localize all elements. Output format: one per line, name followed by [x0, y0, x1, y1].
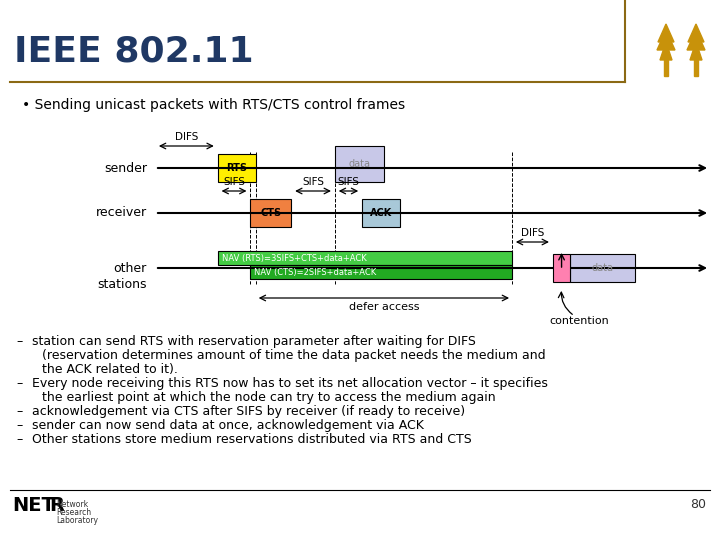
Bar: [664, 58, 668, 76]
Text: Every node receiving this RTS now has to set its net allocation vector – it spec: Every node receiving this RTS now has to…: [32, 377, 548, 390]
Text: NET: NET: [12, 496, 55, 515]
Text: –: –: [16, 377, 22, 390]
Text: 80: 80: [690, 498, 706, 511]
Text: sender can now send data at once, acknowledgement via ACK: sender can now send data at once, acknow…: [32, 419, 424, 432]
Bar: [553, 254, 570, 282]
Bar: [694, 58, 698, 76]
Text: –: –: [16, 405, 22, 418]
Text: NAV (RTS)=3SIFS+CTS+data+ACK: NAV (RTS)=3SIFS+CTS+data+ACK: [222, 253, 366, 262]
Text: Laboratory: Laboratory: [56, 516, 98, 525]
Bar: [362, 199, 400, 227]
Text: Network: Network: [56, 500, 88, 509]
Text: R: R: [49, 496, 64, 515]
Polygon shape: [688, 24, 704, 42]
Text: data: data: [348, 159, 370, 169]
Text: CTS: CTS: [260, 208, 282, 218]
Text: NAV (CTS)=2SIFS+data+ACK: NAV (CTS)=2SIFS+data+ACK: [254, 267, 377, 276]
Text: the earliest point at which the node can try to access the medium again: the earliest point at which the node can…: [42, 391, 495, 404]
Text: other
stations: other stations: [97, 261, 147, 291]
Text: contention: contention: [549, 316, 609, 326]
Bar: [335, 146, 384, 182]
Text: SIFS: SIFS: [223, 177, 245, 187]
Text: (reservation determines amount of time the data packet needs the medium and: (reservation determines amount of time t…: [42, 349, 546, 362]
Polygon shape: [687, 30, 705, 50]
Text: acknowledgement via CTS after SIFS by receiver (if ready to receive): acknowledgement via CTS after SIFS by re…: [32, 405, 465, 418]
Text: –: –: [16, 433, 22, 446]
Text: SIFS: SIFS: [302, 177, 324, 187]
Text: Other stations store medium reservations distributed via RTS and CTS: Other stations store medium reservations…: [32, 433, 472, 446]
Text: defer access: defer access: [348, 302, 419, 312]
Bar: [251, 199, 292, 227]
Text: data: data: [591, 263, 613, 273]
Text: –: –: [16, 335, 22, 348]
Text: Research: Research: [56, 508, 91, 517]
Bar: [217, 154, 256, 182]
Bar: [570, 254, 634, 282]
Bar: [251, 265, 512, 279]
Polygon shape: [690, 42, 702, 60]
Polygon shape: [660, 42, 672, 60]
Text: SIFS: SIFS: [338, 177, 359, 187]
Text: ACK: ACK: [370, 208, 392, 218]
Text: sender: sender: [104, 161, 147, 174]
Text: RTS: RTS: [226, 163, 247, 173]
Text: DIFS: DIFS: [175, 132, 198, 142]
Text: DIFS: DIFS: [521, 228, 544, 238]
Text: IEEE 802.11: IEEE 802.11: [14, 35, 253, 69]
Bar: [217, 251, 512, 265]
Text: –: –: [16, 419, 22, 432]
Text: station can send RTS with reservation parameter after waiting for DIFS: station can send RTS with reservation pa…: [32, 335, 476, 348]
Polygon shape: [658, 24, 674, 42]
Polygon shape: [657, 30, 675, 50]
Text: the ACK related to it).: the ACK related to it).: [42, 363, 178, 376]
Text: • Sending unicast packets with RTS/CTS control frames: • Sending unicast packets with RTS/CTS c…: [22, 98, 405, 112]
Text: receiver: receiver: [96, 206, 147, 219]
